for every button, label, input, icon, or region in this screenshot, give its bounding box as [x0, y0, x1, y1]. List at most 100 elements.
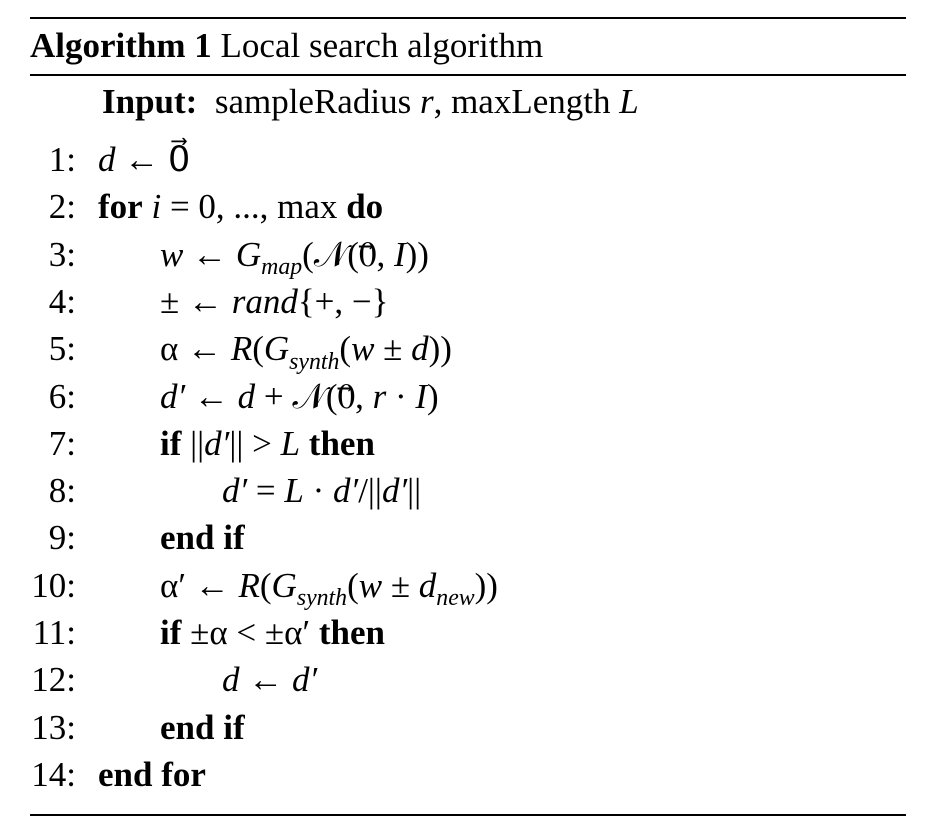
text-segment: = 0, ..., max	[161, 187, 347, 227]
text-segment: α ←	[160, 329, 231, 369]
content: w ← Gmap(𝒩(0⃗, I))	[160, 233, 429, 281]
text-segment: d′	[381, 471, 408, 511]
text-segment: L	[284, 471, 304, 511]
content: Algorithm 1 Local search algorithm	[30, 24, 543, 68]
text-segment: d	[418, 565, 437, 605]
line-number: 8:	[48, 471, 76, 511]
text-segment: map	[261, 253, 303, 280]
text-segment: d′	[222, 471, 248, 511]
text-segment: ← 0⃗	[115, 140, 191, 179]
text-segment: ||	[407, 471, 422, 511]
line-number: 14:	[31, 754, 76, 794]
text-segment: G	[271, 565, 297, 605]
text-segment: d′	[333, 471, 359, 511]
text-segment: new	[436, 585, 475, 612]
content: d′ = L · d′/||d′||	[222, 469, 421, 513]
text-segment: (	[259, 565, 272, 605]
text-segment: end for	[98, 754, 206, 794]
text-segment: ±α < ±α′	[181, 613, 319, 652]
line-number: 11:	[32, 613, 76, 652]
text-segment: d	[411, 329, 429, 369]
line-number: 5:	[48, 329, 76, 369]
content: if ±α < ±α′ then	[160, 611, 385, 655]
text-segment: if	[160, 423, 182, 463]
text-segment: G	[263, 329, 290, 369]
text-segment: /||	[358, 471, 382, 511]
text-segment: ·	[303, 471, 334, 511]
content: if ||d′|| > L then	[160, 422, 375, 466]
text-segment: ))	[405, 234, 429, 274]
text-segment: do	[346, 187, 384, 227]
text-segment: for	[98, 187, 143, 227]
text-segment: , maxLength	[433, 82, 620, 121]
text-segment: ± ←	[160, 281, 232, 321]
line-number: 1:	[48, 140, 76, 179]
text-segment: sampleRadius	[197, 82, 420, 121]
text-segment: G	[235, 234, 262, 274]
text-segment: (	[252, 329, 264, 369]
text-segment: w	[358, 565, 383, 605]
content: for i = 0, ..., max do	[98, 185, 383, 229]
text-segment: d	[98, 140, 116, 179]
text-segment: Input:	[102, 82, 198, 121]
text-segment: then	[318, 613, 386, 652]
text-segment	[300, 424, 309, 463]
text-segment: d′	[204, 423, 230, 463]
text-segment: || >	[229, 423, 281, 463]
text-segment: ←	[239, 660, 292, 700]
text-segment: (𝒩(0⃗,	[302, 234, 394, 274]
text-segment: ←	[183, 234, 236, 274]
text-segment: I	[415, 376, 428, 416]
bottom-rule	[30, 814, 906, 816]
text-segment: synth	[296, 585, 348, 612]
text-segment: if	[160, 613, 182, 652]
line-number: 10:	[31, 565, 76, 605]
content: d′ ← d + 𝒩(0⃗, r · I)	[160, 375, 439, 419]
text-segment: R	[238, 565, 260, 605]
text-segment: ))	[428, 329, 452, 369]
text-segment: ←	[185, 376, 238, 416]
content: Input: sampleRadius r, maxLength L	[102, 80, 639, 124]
text-segment: synth	[289, 348, 340, 375]
text-segment: then	[308, 423, 375, 463]
text-segment: end if	[160, 518, 245, 558]
text-segment: (	[339, 329, 352, 369]
text-segment: ±	[382, 565, 419, 605]
top-rule	[30, 17, 906, 19]
title-rule	[30, 74, 906, 76]
text-segment: d′	[160, 376, 186, 416]
text-segment: =	[247, 471, 285, 511]
text-segment: r	[419, 82, 434, 121]
text-segment: I	[393, 234, 406, 274]
content: end if	[160, 706, 245, 750]
content: α ← R(Gsynth(w ± d))	[160, 327, 452, 375]
text-segment: (	[347, 565, 359, 605]
text-segment: d	[237, 376, 256, 416]
line-number: 2:	[48, 187, 76, 227]
text-segment: Local search algorithm	[211, 26, 544, 65]
text-segment: ±	[374, 329, 412, 369]
text-segment: r	[372, 376, 387, 416]
text-segment: Algorithm 1	[30, 26, 212, 65]
text-segment: d′	[292, 660, 318, 700]
line-number: 4:	[48, 281, 76, 321]
text-segment: rand	[231, 281, 298, 321]
line-number: 6:	[48, 376, 76, 416]
content: end if	[160, 516, 245, 560]
text-segment: ·	[386, 376, 416, 416]
text-segment: ))	[474, 565, 498, 605]
content: α′ ← R(Gsynth(w ± dnew))	[160, 564, 498, 612]
text-segment: w	[160, 234, 184, 274]
line-number: 3:	[48, 234, 76, 274]
line-number: 7:	[48, 423, 76, 463]
text-segment: d	[222, 660, 240, 700]
content: ± ← rand{+, −}	[160, 280, 388, 324]
text-segment: L	[280, 423, 301, 463]
line-number: 9:	[48, 518, 76, 558]
text-segment: end if	[160, 707, 245, 747]
text-segment: i	[151, 187, 162, 227]
text-segment: ||	[181, 423, 205, 463]
content: end for	[98, 753, 206, 797]
line-number: 12:	[31, 660, 76, 700]
